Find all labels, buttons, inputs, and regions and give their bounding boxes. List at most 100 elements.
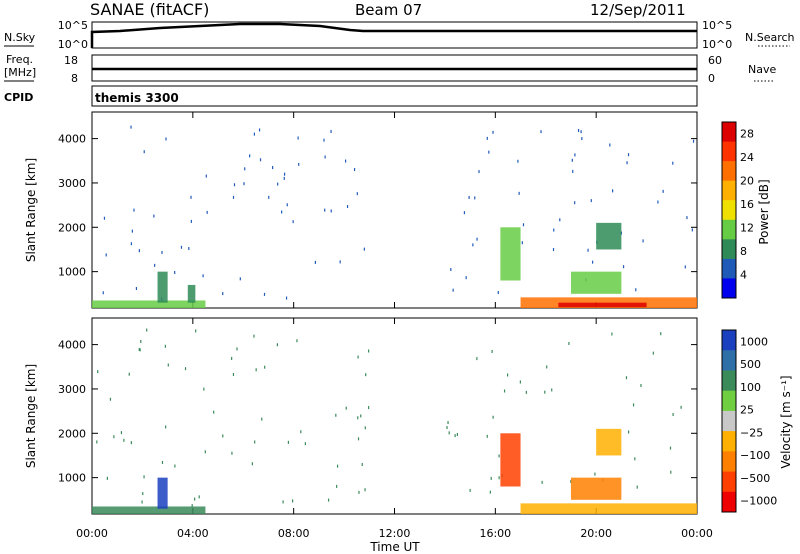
power-colorbar-tick: 16 — [740, 198, 754, 211]
power-speckle — [642, 239, 644, 243]
power-speckle — [522, 223, 525, 227]
velocity-speckle — [261, 417, 263, 421]
xtick-label: 04:00 — [177, 527, 209, 540]
power-speckle — [450, 268, 452, 272]
velocity-speckle — [292, 499, 294, 503]
velocity-colorbar-segment — [722, 491, 736, 513]
velocity-speckle — [357, 437, 360, 441]
velocity-colorbar-segment — [722, 451, 736, 473]
velocity-colorbar-tick: −100 — [740, 449, 770, 462]
power-speckle — [635, 288, 637, 292]
velocity-colorbar-segment — [722, 350, 736, 371]
power-speckle — [131, 229, 133, 233]
velocity-speckle — [213, 410, 215, 414]
velocity-speckle — [161, 460, 164, 464]
velocity-speckle — [568, 341, 570, 345]
power-speckle — [268, 195, 270, 199]
noise-right-tick-bottom: 10^0 — [702, 38, 732, 51]
power-speckle — [580, 130, 582, 134]
velocity-speckle — [640, 383, 642, 387]
velocity-speckle — [204, 450, 206, 454]
velocity-speckle — [627, 430, 630, 434]
velocity-speckle — [165, 425, 167, 429]
velocity-colorbar-tick: −25 — [740, 426, 763, 439]
power-speckle — [346, 205, 349, 209]
power-speckle — [239, 277, 241, 281]
velocity-speckle — [191, 504, 193, 508]
velocity-speckle — [164, 344, 166, 348]
velocity-speckle — [361, 462, 363, 466]
velocity-speckle — [255, 368, 257, 372]
velocity-colorbar-segment — [722, 390, 736, 412]
velocity-speckle — [368, 406, 370, 410]
power-speckle — [292, 220, 294, 224]
power-speckle — [206, 210, 208, 214]
velocity-speckle — [142, 492, 144, 496]
velocity-data-blob — [596, 428, 622, 456]
xtick-label: 20:00 — [580, 527, 612, 540]
xaxis-label: Time UT — [369, 540, 420, 554]
cpid-label: CPID — [4, 91, 33, 104]
velocity-speckle — [660, 332, 662, 336]
velocity-speckle — [254, 440, 256, 444]
velocity-speckle — [670, 470, 672, 474]
power-speckle — [474, 196, 476, 200]
power-speckle — [468, 195, 470, 199]
power-speckle — [130, 125, 132, 129]
power-speckle — [174, 270, 176, 274]
velocity-speckle — [198, 495, 200, 499]
power-colorbar-segment — [722, 161, 736, 182]
velocity-speckle — [498, 476, 500, 480]
velocity-speckle — [143, 475, 145, 479]
power-speckle — [363, 247, 365, 251]
power-speckle — [138, 249, 140, 253]
power-data-blob — [500, 227, 521, 281]
power-speckle — [243, 182, 245, 186]
freq-right-tick-top: 60 — [708, 54, 722, 67]
power-speckle — [153, 214, 155, 218]
velocity-speckle — [120, 431, 123, 435]
xtick-label: 08:00 — [278, 527, 310, 540]
velocity-colorbar-tick: 500 — [740, 358, 761, 371]
velocity-speckle — [130, 441, 132, 445]
power-speckle — [283, 176, 285, 180]
power-speckle — [285, 296, 288, 300]
velocity-speckle — [97, 370, 99, 374]
noise-right-label: N.Search — [745, 31, 795, 44]
velocity-speckle — [634, 457, 636, 461]
velocity-speckle — [231, 356, 233, 360]
power-speckle — [272, 166, 274, 170]
power-speckle — [552, 248, 555, 252]
power-speckle — [581, 137, 583, 141]
power-speckle — [571, 158, 573, 162]
power-data-blob — [92, 300, 206, 308]
power-speckle — [232, 195, 235, 199]
velocity-data-blob — [520, 503, 697, 514]
velocity-speckle — [296, 339, 298, 343]
power-colorbar-segment — [722, 141, 736, 162]
xtick-label: 12:00 — [379, 527, 411, 540]
velocity-ytick-label: 3000 — [58, 383, 86, 396]
velocity-speckle — [140, 339, 142, 343]
velocity-colorbar-frame — [721, 329, 737, 513]
power-speckle — [135, 287, 138, 291]
velocity-speckle — [364, 488, 366, 492]
power-speckle — [202, 274, 204, 278]
velocity-data-blob — [92, 506, 206, 514]
power-speckle — [281, 210, 283, 214]
velocity-speckle — [525, 390, 527, 394]
velocity-speckle — [264, 365, 266, 369]
power-ytick-label: 1000 — [58, 266, 86, 279]
power-ytick-label: 2000 — [58, 221, 86, 234]
velocity-speckle — [506, 373, 509, 377]
velocity-speckle — [236, 347, 238, 351]
power-colorbar-tick: 12 — [740, 222, 754, 235]
velocity-data-blob — [157, 477, 168, 509]
power-speckle — [102, 291, 104, 295]
power-speckle — [590, 199, 592, 203]
cpid-value: themis 3300 — [95, 91, 179, 105]
power-speckle — [609, 143, 611, 147]
power-speckle — [622, 265, 625, 269]
power-speckle — [476, 237, 478, 241]
